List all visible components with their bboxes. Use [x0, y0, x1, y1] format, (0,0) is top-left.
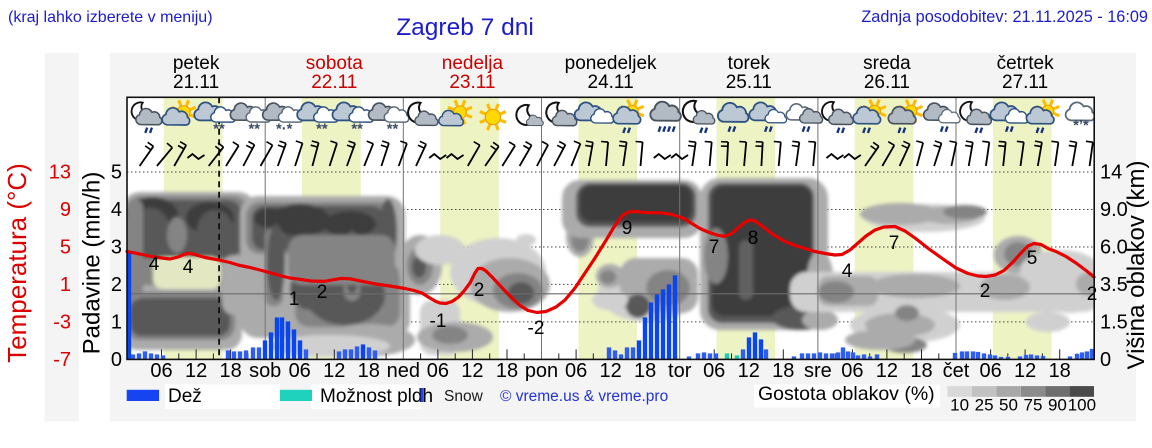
svg-text:4: 4	[842, 261, 853, 282]
svg-text:Zagreb 7 dni: Zagreb 7 dni	[396, 14, 534, 41]
svg-text:27.11: 27.11	[1002, 72, 1048, 93]
svg-text:*’*: *’*	[1073, 118, 1089, 134]
svg-text:**: **	[213, 122, 225, 138]
svg-text:5: 5	[111, 162, 122, 184]
svg-text:Padavine (mm/h): Padavine (mm/h)	[79, 172, 106, 355]
svg-text:4: 4	[149, 254, 160, 275]
svg-text:12: 12	[876, 360, 898, 382]
svg-text:23.11: 23.11	[449, 72, 495, 93]
svg-text:Temperatura (°C): Temperatura (°C)	[2, 163, 32, 363]
svg-text:22.11: 22.11	[311, 72, 357, 93]
svg-text:12: 12	[738, 360, 760, 382]
svg-text:21.11: 21.11	[173, 72, 219, 93]
svg-text:24.11: 24.11	[588, 72, 634, 93]
svg-text:18: 18	[1049, 360, 1071, 382]
svg-text:3: 3	[111, 237, 122, 259]
svg-text:četrtek: četrtek	[997, 53, 1055, 74]
svg-text:06: 06	[565, 360, 587, 382]
svg-text:10: 10	[950, 396, 969, 415]
svg-text:Dež: Dež	[168, 386, 202, 407]
svg-text:50: 50	[999, 396, 1018, 415]
svg-text:čet: čet	[943, 360, 970, 382]
svg-text:26.11: 26.11	[864, 72, 910, 93]
svg-text:0: 0	[1100, 349, 1111, 371]
svg-text:-1: -1	[430, 311, 447, 332]
svg-text:1: 1	[60, 274, 71, 296]
svg-text:sreda: sreda	[863, 53, 911, 74]
svg-text:7: 7	[889, 233, 900, 254]
svg-text:12: 12	[599, 360, 621, 382]
svg-text:sre: sre	[804, 360, 832, 382]
svg-text:7: 7	[709, 237, 720, 258]
svg-text:4: 4	[111, 199, 122, 221]
svg-text:9: 9	[60, 199, 71, 221]
svg-text:12: 12	[461, 360, 483, 382]
svg-text:25: 25	[975, 396, 994, 415]
svg-text:petek: petek	[173, 53, 220, 74]
svg-text:100: 100	[1068, 396, 1096, 415]
svg-text:sob: sob	[249, 360, 281, 382]
svg-text:1: 1	[289, 289, 300, 310]
svg-text:2: 2	[317, 282, 328, 303]
svg-text:5: 5	[60, 237, 71, 259]
svg-text:Zadnja posodobitev: 21.11.2025: Zadnja posodobitev: 21.11.2025 - 16:09	[861, 8, 1148, 26]
svg-text:torek: torek	[728, 53, 771, 74]
svg-text:**: **	[387, 122, 399, 138]
svg-text:8: 8	[748, 228, 759, 249]
svg-text:25.11: 25.11	[726, 72, 772, 93]
svg-text:18: 18	[219, 360, 241, 382]
svg-text:75: 75	[1024, 396, 1043, 415]
svg-text:18: 18	[634, 360, 656, 382]
svg-text:5: 5	[1027, 248, 1038, 269]
svg-text:1: 1	[111, 311, 122, 333]
svg-text:06: 06	[979, 360, 1001, 382]
svg-text:-2: -2	[528, 318, 545, 339]
svg-text:-3: -3	[53, 311, 71, 333]
svg-text:06: 06	[150, 360, 172, 382]
svg-text:Možnost pldh: Možnost pldh	[320, 386, 433, 407]
svg-text:12: 12	[1014, 360, 1036, 382]
svg-text:2: 2	[980, 281, 991, 302]
svg-text:**: **	[351, 122, 363, 138]
svg-text:12: 12	[323, 360, 345, 382]
svg-text:14: 14	[1100, 162, 1122, 184]
svg-text:4: 4	[183, 257, 194, 278]
svg-text:nedelja: nedelja	[442, 53, 504, 74]
svg-text:(kraj lahko izberete v meniju): (kraj lahko izberete v meniju)	[8, 9, 213, 26]
svg-text:**: **	[316, 122, 328, 138]
svg-text:13: 13	[49, 162, 71, 184]
svg-text:90: 90	[1048, 396, 1067, 415]
svg-text:-7: -7	[53, 349, 71, 371]
svg-text:Višina oblakov (km): Višina oblakov (km)	[1123, 161, 1150, 370]
svg-text:tor: tor	[668, 360, 692, 382]
svg-text:18: 18	[910, 360, 932, 382]
svg-text:06: 06	[841, 360, 863, 382]
svg-text:*·*: *·*	[276, 122, 293, 138]
svg-text:ned: ned	[387, 360, 420, 382]
svg-text:Snow: Snow	[444, 388, 484, 405]
svg-text:18: 18	[496, 360, 518, 382]
svg-text:Gostota oblakov (%): Gostota oblakov (%)	[758, 383, 935, 405]
svg-text:© vreme.us & vreme.pro: © vreme.us & vreme.pro	[500, 388, 668, 405]
svg-text:18: 18	[358, 360, 380, 382]
svg-text:06: 06	[289, 360, 311, 382]
svg-text:06: 06	[703, 360, 725, 382]
svg-text:06: 06	[427, 360, 449, 382]
svg-text:12: 12	[185, 360, 207, 382]
svg-text:2: 2	[1087, 284, 1098, 305]
svg-text:9: 9	[622, 218, 633, 239]
svg-text:18: 18	[772, 360, 794, 382]
svg-text:**: **	[249, 122, 261, 138]
svg-text:pon: pon	[525, 360, 558, 382]
svg-text:ponedeljek: ponedeljek	[565, 53, 657, 74]
svg-text:0: 0	[111, 349, 122, 371]
svg-text:2: 2	[111, 274, 122, 296]
svg-text:2: 2	[474, 280, 485, 301]
svg-text:sobota: sobota	[306, 53, 363, 74]
